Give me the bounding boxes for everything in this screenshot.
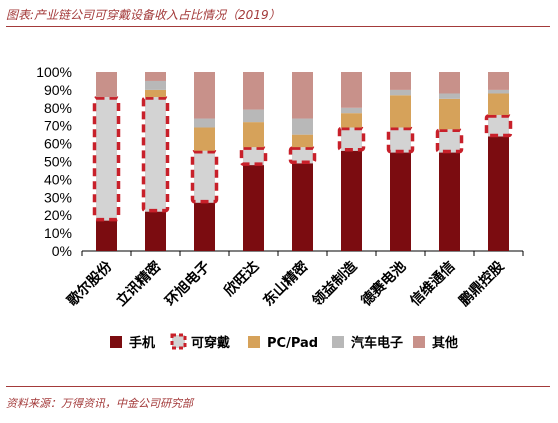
x-category-label: 立讯精密 [113, 258, 165, 310]
y-tick-label: 40% [44, 171, 72, 187]
bar-group [92, 72, 513, 251]
legend-label: 其他 [432, 335, 458, 351]
x-category-label: 东山精密 [260, 258, 312, 310]
legend-swatch-4 [332, 336, 344, 348]
bar-segment-4 [341, 107, 362, 114]
x-category-label: 歌尔股份 [64, 257, 116, 309]
bar-segment-5 [194, 72, 215, 119]
bar-segment-5 [488, 72, 509, 90]
bar-segment-4 [194, 118, 215, 128]
bar-segment-2 [243, 147, 264, 166]
legend-swatch-3 [248, 336, 260, 348]
y-axis: 0% 10% 20% 30% 40%50% 60% 70% 80% 90% 100% [36, 64, 523, 259]
y-tick-label: 80% [44, 100, 72, 116]
y-tick-label: 70% [44, 118, 72, 134]
bar-segment-1 [390, 152, 411, 251]
bar-segment-4 [243, 109, 264, 123]
bar-segment-5 [96, 72, 117, 98]
bar-segment-2 [488, 114, 509, 137]
legend-swatch-5 [413, 336, 425, 348]
legend-label: 手机 [129, 335, 155, 351]
x-category-label: 环旭电子 [162, 258, 214, 310]
bar-segment-1 [488, 136, 509, 251]
bar-segment-3 [243, 122, 264, 148]
legend-swatch-1 [110, 336, 122, 348]
bar-segment-3 [488, 93, 509, 115]
bar-segment-1 [194, 202, 215, 251]
bar-segment-1 [341, 150, 362, 251]
legend: 手机 可穿戴 PC/Pad 汽车电子 其他 [110, 333, 458, 351]
bar-segment-2 [145, 97, 166, 212]
x-category-label: 信维通信 [407, 258, 459, 310]
x-category-label: 领益制造 [309, 258, 361, 310]
legend-label: 可穿戴 [191, 335, 230, 351]
bar-segment-5 [243, 72, 264, 110]
y-tick-label: 50% [44, 154, 72, 170]
y-tick-label: 0% [52, 243, 72, 259]
legend-swatch-2 [170, 333, 187, 350]
wearable-highlight-border [92, 96, 121, 222]
footer-divider [6, 386, 550, 387]
source-note: 资料来源：万得资讯，中金公司研究部 [6, 397, 193, 410]
y-tick-label: 10% [44, 225, 72, 241]
chart-title: 图表:产业链公司可穿戴设备收入占比情况（2019） [6, 8, 281, 22]
title-divider [6, 26, 550, 27]
wearable-highlight-border [386, 126, 415, 154]
wearable-highlight-border [141, 96, 170, 213]
wearable-highlight-border [337, 126, 366, 152]
bar-segment-2 [194, 150, 215, 203]
bar-segment-3 [341, 113, 362, 128]
wearable-highlight-border [239, 146, 268, 166]
bar-segment-2 [96, 97, 117, 221]
bar-segment-1 [243, 165, 264, 251]
bar-segment-3 [439, 98, 460, 130]
bar-segment-2 [439, 129, 460, 153]
bar-segment-5 [145, 72, 166, 81]
wearable-highlight-border [190, 150, 219, 204]
bar-segment-4 [292, 118, 313, 135]
y-tick-label: 100% [36, 64, 72, 80]
bar-segment-4 [439, 93, 460, 99]
bar-segment-1 [439, 152, 460, 251]
bar-segment-4 [145, 80, 166, 90]
bar-segment-3 [292, 134, 313, 148]
y-tick-label: 60% [44, 136, 72, 152]
legend-label: PC/Pad [267, 336, 318, 351]
x-category-label: 鹏鼎控股 [456, 257, 508, 309]
bar-segment-2 [341, 127, 362, 151]
bar-segment-3 [390, 95, 411, 128]
wearable-highlight-border [484, 114, 513, 138]
bar-segment-2 [292, 147, 313, 164]
wearable-highlight-border [288, 146, 317, 165]
wearable-highlight-border [435, 128, 464, 154]
bar-segment-3 [145, 89, 166, 98]
bar-segment-1 [292, 163, 313, 251]
bar-segment-5 [390, 72, 411, 90]
bar-segment-4 [390, 89, 411, 96]
bar-segment-5 [341, 72, 362, 108]
legend-label: 汽车电子 [351, 335, 403, 351]
y-tick-label: 90% [44, 82, 72, 98]
bar-segment-1 [145, 211, 166, 251]
bar-segment-4 [488, 89, 509, 94]
bar-segment-5 [292, 72, 313, 119]
x-category-label: 德赛电池 [358, 258, 410, 310]
bar-segment-1 [96, 220, 117, 251]
bar-segment-2 [390, 127, 411, 153]
bar-segment-3 [194, 127, 215, 151]
bar-segment-5 [439, 72, 460, 94]
y-tick-label: 30% [44, 189, 72, 205]
y-tick-label: 20% [44, 207, 72, 223]
x-category-label: 欣旺达 [221, 258, 263, 300]
